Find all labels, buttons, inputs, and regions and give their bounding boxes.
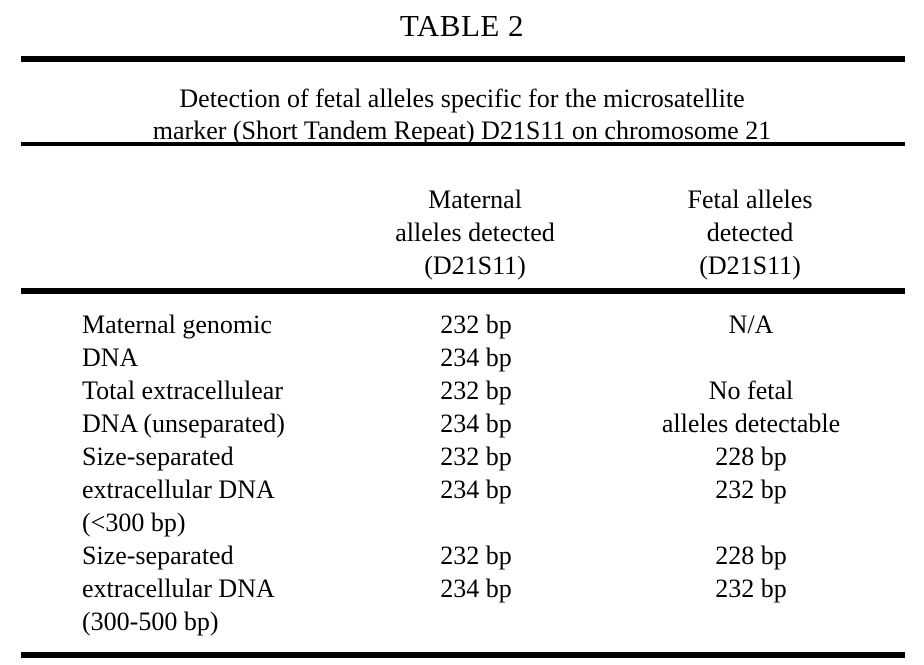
row-4-fetal-alleles-line-3: [640, 605, 862, 638]
row-1-sample-line-1: Maternal genomic: [82, 310, 272, 339]
row-4-fetal-alleles-line-1: 228 bp: [715, 541, 787, 570]
table-body: Maternal genomic DNA 232 bp 234 bp N/A Total…: [0, 308, 924, 638]
row-1-fetal-alleles-line-1: N/A: [728, 310, 774, 339]
row-2-sample-line-1: Total extracellulear: [82, 376, 284, 405]
row-1-sample-line-2: DNA: [82, 343, 139, 372]
rule-below-header: [21, 288, 905, 294]
table-row: Total extracellulear DNA (unseparated) 232…: [0, 374, 924, 440]
column-header-fetal-line-2: detected: [706, 218, 794, 247]
row-3-maternal-alleles: 232 bp 234 bp: [376, 440, 576, 539]
row-3-fetal-alleles-line-1: 228 bp: [715, 442, 787, 471]
row-4-maternal-alleles-line-2: 234 bp: [440, 574, 512, 603]
row-3-sample: Size-separated extracellular DNA (<300 bp): [82, 440, 412, 539]
row-4-sample-line-1: Size-separated: [82, 541, 234, 570]
row-1-fetal-alleles: N/A: [640, 308, 862, 374]
row-4-fetal-alleles-line-2: 232 bp: [715, 574, 787, 603]
row-4-sample: Size-separated extracellular DNA (300-500 …: [82, 539, 412, 638]
row-4-maternal-alleles: 232 bp 234 bp: [376, 539, 576, 638]
row-4-sample-line-2: extracellular DNA: [82, 574, 275, 603]
column-header-maternal-line-3: (D21S11): [424, 251, 526, 280]
rule-bottom-border: [21, 652, 905, 658]
row-2-fetal-alleles: No fetal alleles detectable: [640, 374, 862, 440]
row-1-maternal-alleles-line-2: 234 bp: [440, 343, 512, 372]
row-3-sample-line-3: (<300 bp): [82, 508, 186, 537]
row-1-fetal-alleles-line-2: [640, 341, 862, 374]
row-3-fetal-alleles-line-2: 232 bp: [715, 475, 787, 504]
row-1-maternal-alleles-line-1: 232 bp: [440, 310, 512, 339]
column-header-fetal-line-1: Fetal alleles: [687, 185, 813, 214]
row-2-sample: Total extracellulear DNA (unseparated): [82, 374, 412, 440]
column-header-maternal-line-2: alleles detected: [395, 218, 555, 247]
row-3-sample-line-1: Size-separated: [82, 442, 234, 471]
row-1-sample: Maternal genomic DNA: [82, 308, 412, 374]
row-2-fetal-alleles-line-1: No fetal: [708, 376, 794, 405]
row-4-maternal-alleles-line-3: [376, 605, 576, 638]
row-3-maternal-alleles-line-3: [376, 506, 576, 539]
column-header-maternal-line-1: Maternal: [428, 185, 522, 214]
table-caption-line-1: Detection of fetal alleles specific for …: [179, 84, 745, 113]
table-row: Size-separated extracellular DNA (300-500 …: [0, 539, 924, 638]
row-2-maternal-alleles: 232 bp 234 bp: [376, 374, 576, 440]
table-caption-line-2: marker (Short Tandem Repeat) D21S11 on c…: [152, 116, 772, 145]
row-3-fetal-alleles: 228 bp 232 bp: [640, 440, 862, 539]
row-3-maternal-alleles-line-1: 232 bp: [440, 442, 512, 471]
row-1-maternal-alleles: 232 bp 234 bp: [376, 308, 576, 374]
column-header-fetal-line-3: (D21S11): [699, 251, 801, 280]
column-header-maternal-alleles: Maternal alleles detected (D21S11): [345, 183, 605, 282]
row-2-sample-line-2: DNA (unseparated): [82, 409, 285, 438]
table-caption: Detection of fetal alleles specific for …: [62, 83, 862, 147]
row-4-sample-line-3: (300-500 bp): [82, 607, 219, 636]
rule-below-caption: [21, 142, 905, 146]
row-3-sample-line-2: extracellular DNA: [82, 475, 275, 504]
row-2-fetal-alleles-line-2: alleles detectable: [661, 409, 841, 438]
rule-top-border: [21, 56, 905, 62]
row-4-fetal-alleles: 228 bp 232 bp: [640, 539, 862, 638]
page-title: TABLE 2: [399, 8, 525, 43]
row-3-maternal-alleles-line-2: 234 bp: [440, 475, 512, 504]
row-2-maternal-alleles-line-1: 232 bp: [440, 376, 512, 405]
row-3-fetal-alleles-line-3: [640, 506, 862, 539]
row-2-maternal-alleles-line-2: 234 bp: [440, 409, 512, 438]
table-row: Size-separated extracellular DNA (<300 bp)…: [0, 440, 924, 539]
column-header-fetal-alleles: Fetal alleles detected (D21S11): [640, 183, 860, 282]
row-4-maternal-alleles-line-1: 232 bp: [440, 541, 512, 570]
table-row: Maternal genomic DNA 232 bp 234 bp N/A: [0, 308, 924, 374]
